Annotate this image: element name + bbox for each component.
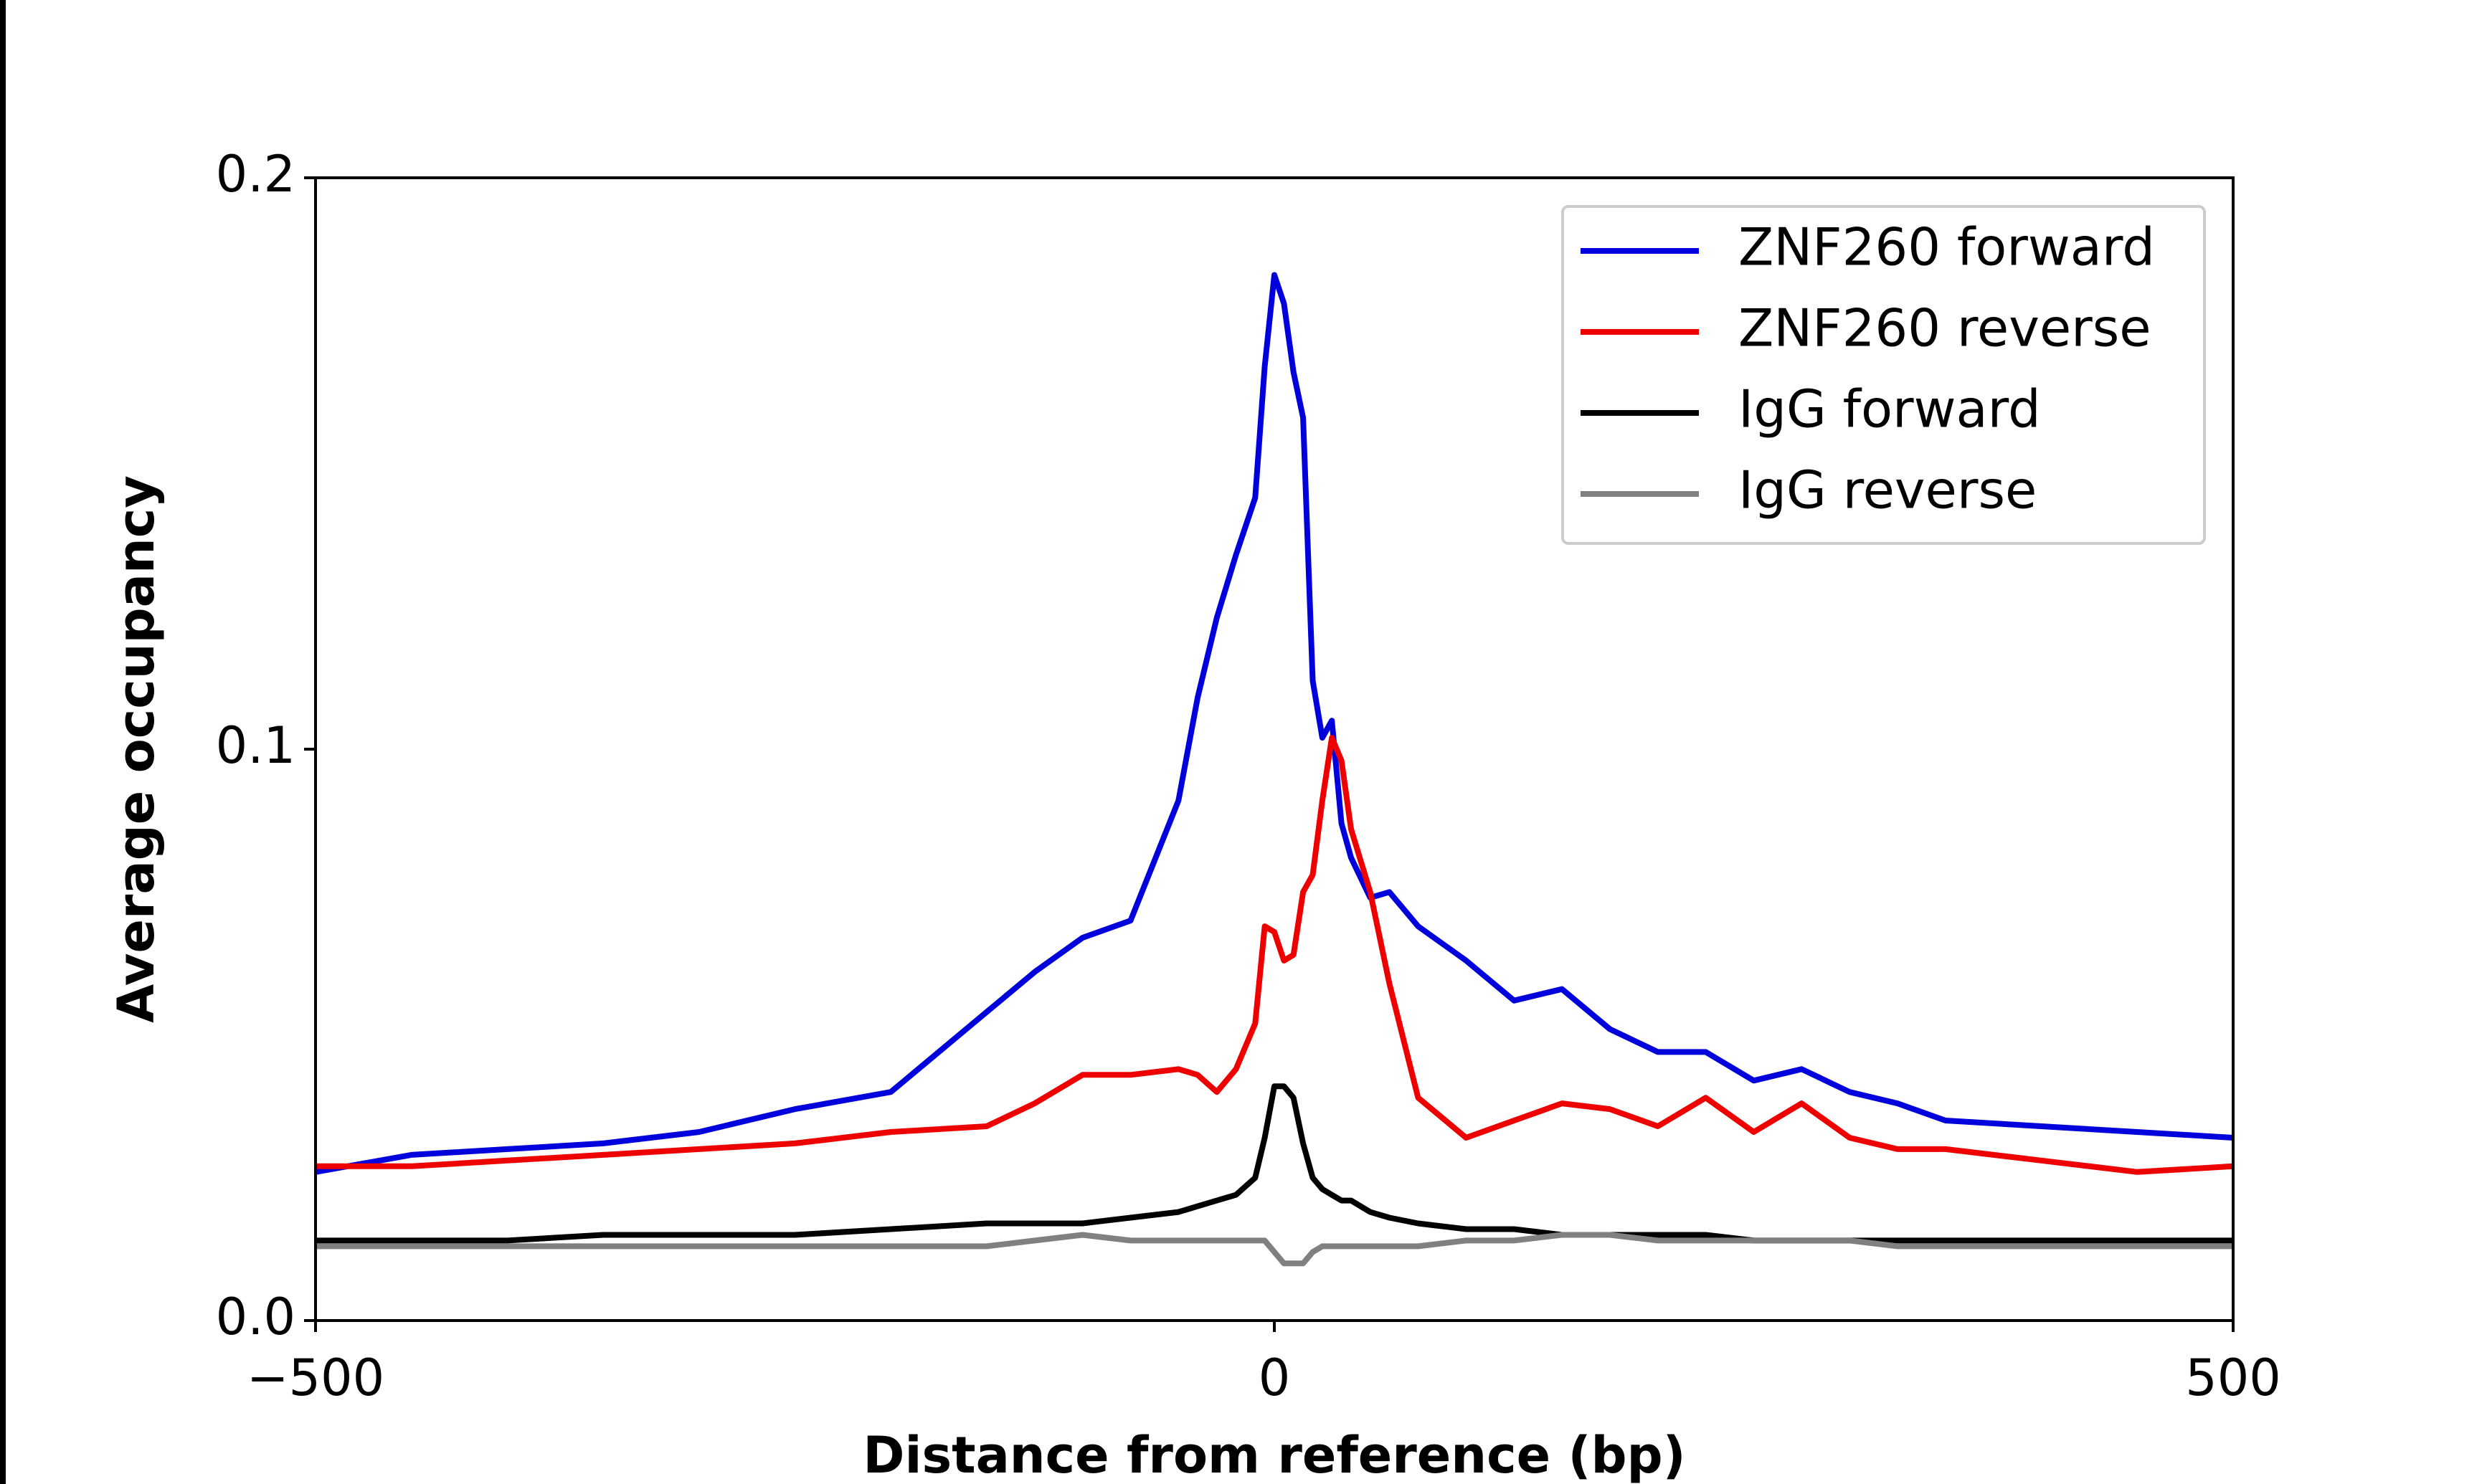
y-tick-label: 0.0 (216, 1288, 295, 1346)
x-tick-label: −500 (247, 1349, 384, 1407)
y-tick-label: 0.1 (216, 716, 295, 775)
series-line (316, 1083, 2233, 1244)
legend-box (1561, 205, 2206, 545)
series-line (316, 735, 2234, 1175)
left-border (0, 0, 6, 1484)
y-tick-label: 0.2 (216, 145, 295, 204)
legend-label: ZNF260 reverse (1738, 298, 2151, 358)
y-axis-label: Average occupancy (107, 475, 166, 1023)
legend-label: IgG forward (1738, 379, 2041, 439)
x-tick-label: 0 (1259, 1349, 1291, 1407)
series-line (315, 272, 2234, 1175)
x-tick-label: 500 (2185, 1349, 2281, 1407)
plot-frame (314, 176, 2235, 1322)
series-line (316, 1232, 2233, 1267)
legend-label: ZNF260 forward (1738, 217, 2155, 277)
legend-label: IgG reverse (1738, 460, 2037, 520)
x-axis-label: Distance from reference (bp) (863, 1426, 1685, 1484)
